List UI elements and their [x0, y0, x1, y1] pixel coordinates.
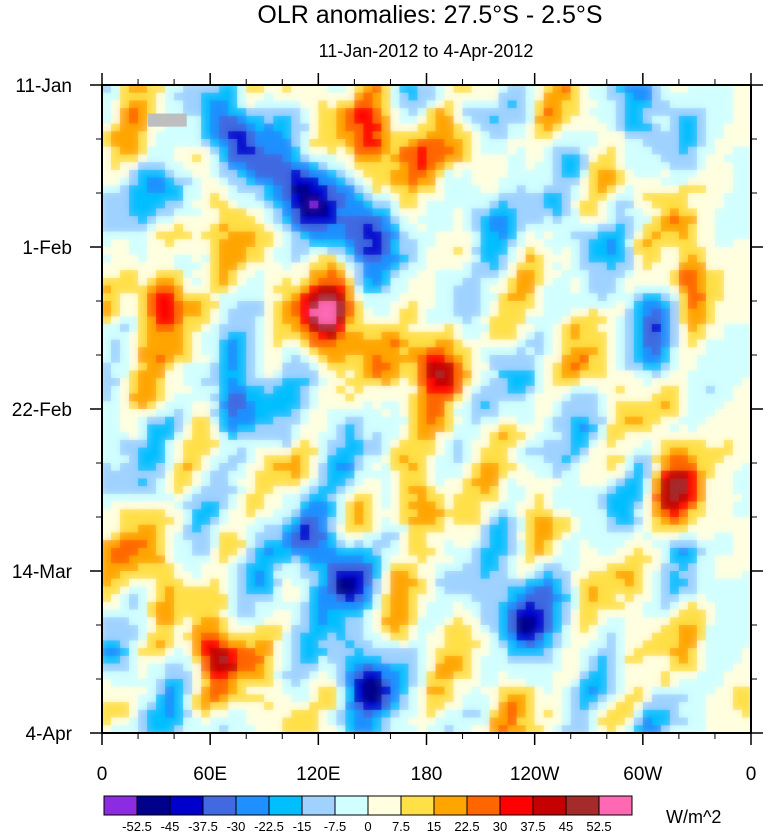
colorbar-label: 30 [493, 819, 507, 834]
y-tick-label: 4-Apr [26, 724, 73, 745]
anomaly-field [102, 85, 751, 733]
x-tick-label: 120E [296, 764, 340, 785]
colorbar-swatch [103, 795, 138, 816]
colorbar-swatch [136, 795, 171, 816]
colorbar-label: -15 [293, 819, 312, 834]
colorbar-label: 52.5 [586, 819, 611, 834]
colorbar-swatch [499, 795, 534, 816]
colorbar-label: -52.5 [122, 819, 152, 834]
x-tick-label: 120W [510, 764, 560, 785]
y-tick-label: 1-Feb [22, 238, 72, 259]
colorbar-label: -22.5 [254, 819, 284, 834]
colorbar-swatch [169, 795, 204, 816]
colorbar-swatch [334, 795, 369, 816]
colorbar-swatch [532, 795, 567, 816]
colorbar-label: -7.5 [324, 819, 346, 834]
y-tick-label: 14-Mar [12, 562, 73, 583]
chart-subtitle: 11-Jan-2012 to 4-Apr-2012 [319, 41, 534, 61]
colorbar-label: -37.5 [188, 819, 218, 834]
colorbar-label: 22.5 [454, 819, 479, 834]
colorbar-label: 45 [559, 819, 573, 834]
chart-title: OLR anomalies: 27.5°S - 2.5°S [257, 1, 602, 29]
colorbar-swatch [400, 795, 435, 816]
colorbar-swatch [598, 795, 633, 816]
colorbar-swatch [202, 795, 237, 816]
colorbar-units: W/m^2 [666, 807, 721, 827]
x-tick-label: 60W [623, 764, 662, 785]
missing-data-patch [147, 113, 187, 127]
colorbar-swatch [235, 795, 270, 816]
y-tick-label: 11-Jan [15, 76, 72, 97]
x-tick-label: 180 [411, 764, 443, 785]
colorbar-swatch [565, 795, 600, 816]
x-tick-label: 60E [193, 764, 227, 785]
colorbar-swatch [301, 795, 336, 816]
colorbar-swatch [367, 795, 402, 816]
colorbar-swatch [268, 795, 303, 816]
colorbar-label: 15 [427, 819, 441, 834]
x-tick-label: 0 [97, 764, 108, 785]
colorbar-label: 0 [364, 819, 371, 834]
axis-ticks: 0 60E 120E 180 120W 60W 0 11-Jan 1-Feb 22-Feb 14-M… [12, 73, 763, 785]
colorbar-label: 7.5 [392, 819, 410, 834]
colorbar-swatch [433, 795, 468, 816]
colorbar-label: -45 [161, 819, 180, 834]
x-tick-label: 0 [746, 764, 757, 785]
colorbar-swatch [466, 795, 501, 816]
colorbar: -52.5 -45 -37.5 -30 -22.5 -15 -7.5 0 7.5 15 22.5 30… [103, 795, 633, 834]
y-tick-label: 22-Feb [12, 400, 72, 421]
colorbar-label: -30 [227, 819, 246, 834]
colorbar-label: 37.5 [520, 819, 545, 834]
